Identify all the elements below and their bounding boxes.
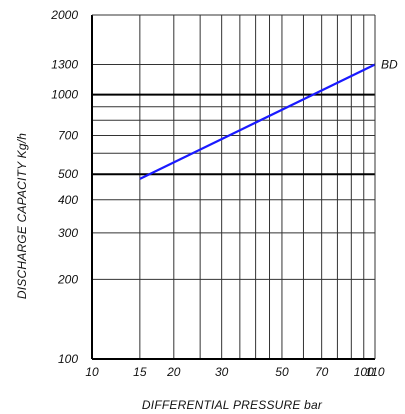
y-tick-label: 100 (58, 352, 78, 366)
series-layer: BD (139, 57, 398, 180)
series-label: BD (381, 57, 398, 71)
x-tick-label: 50 (275, 365, 289, 379)
x-tick-label: 15 (133, 365, 147, 379)
y-tick-label: 300 (58, 226, 78, 240)
y-axis-ticks: 100 200 300 400 500 700 1000 1300 2000 (50, 8, 78, 366)
x-tick-label: 70 (315, 365, 329, 379)
grid (91, 14, 376, 360)
x-axis-title: DIFFERENTIAL PRESSURE bar (142, 398, 323, 412)
y-tick-label: 500 (58, 167, 78, 181)
x-tick-label: 110 (365, 365, 384, 379)
x-tick-label: 20 (166, 365, 181, 379)
plot-frame (91, 14, 376, 360)
series-line-bd (139, 63, 376, 180)
y-tick-label: 2000 (50, 8, 78, 22)
y-tick-label: 1000 (51, 88, 78, 102)
x-tick-label: 30 (215, 365, 229, 379)
y-tick-label: 700 (58, 129, 78, 143)
y-tick-label: 400 (58, 193, 78, 207)
y-axis-title: DISCHARGE CAPACITY Kg/h (15, 133, 29, 299)
x-tick-label: 10 (85, 365, 99, 379)
y-tick-label: 200 (57, 272, 78, 286)
x-tick-label: 100 (354, 365, 374, 379)
y-tick-label: 1300 (51, 57, 78, 71)
